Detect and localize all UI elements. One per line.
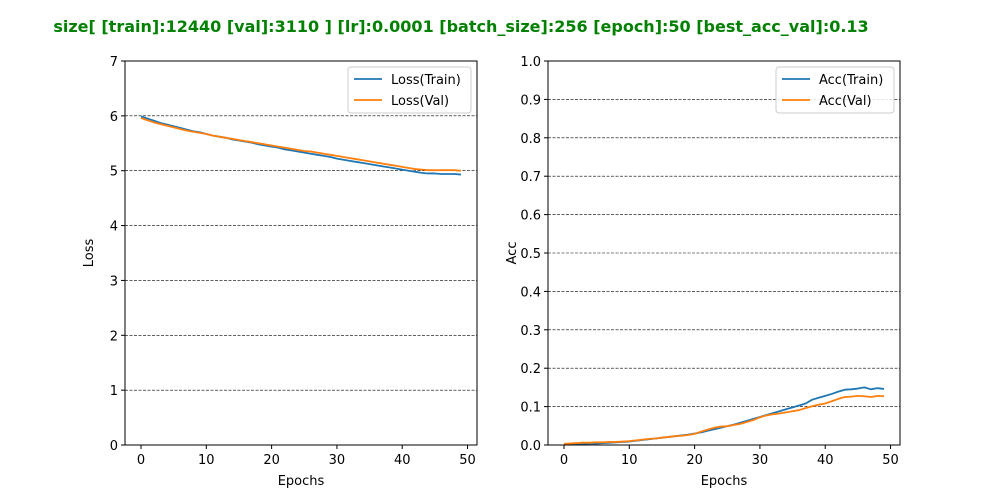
x-tick-label: 10 (621, 453, 638, 468)
y-tick-label: 0.6 (520, 209, 541, 224)
y-tick-label: 2 (110, 329, 118, 344)
legend-label: Acc(Train) (819, 73, 883, 88)
y-tick-label: 3 (110, 274, 118, 289)
legend-label: Loss(Val) (391, 94, 449, 109)
y-axis-label: Loss (82, 239, 97, 268)
axes-frame (547, 60, 901, 446)
legend: Loss(Train) Loss(Val) (347, 66, 472, 114)
y-tick-label: 5 (110, 165, 118, 180)
loss-panel: 0 1 2 3 4 5 6 7 0 10 20 30 40 50 Epochs Loss Loss(Train)… (82, 55, 478, 489)
x-tick-label: 50 (882, 453, 899, 468)
x-tick-label: 0 (137, 453, 145, 468)
y-tick-label: 0.4 (520, 285, 541, 300)
y-tick-label: 0.2 (520, 362, 541, 377)
accuracy-panel: 0.0 0.1 0.2 0.3 0.4 0.5 0.6 0.7 0.8 0.9 1.0 0 10 20 30… (505, 55, 901, 489)
y-tick-label: 0.5 (520, 247, 541, 262)
y-tick-label: 0.9 (520, 93, 541, 108)
x-tick-label: 50 (459, 453, 476, 468)
y-tick-label: 1 (110, 384, 118, 399)
x-axis-label: Epochs (701, 474, 748, 489)
x-tick-label: 40 (394, 453, 411, 468)
x-tick-label: 30 (752, 453, 769, 468)
x-tick-label: 10 (198, 453, 215, 468)
x-tick-label: 30 (329, 453, 346, 468)
y-tick-label: 7 (110, 55, 118, 70)
series-line (563, 394, 885, 445)
y-tick-label: 0.0 (520, 439, 541, 454)
y-tick-label: 6 (110, 110, 118, 125)
x-axis-label: Epochs (278, 474, 325, 489)
legend-label: Acc(Val) (819, 94, 872, 109)
y-tick-label: 4 (110, 220, 118, 235)
y-tick-label: 0 (110, 439, 118, 454)
x-tick-label: 40 (817, 453, 834, 468)
x-tick-label: 0 (560, 453, 568, 468)
y-tick-label: 0.7 (520, 170, 541, 185)
y-tick-label: 0.1 (520, 401, 541, 416)
y-tick-label: 1.0 (520, 55, 541, 70)
legend-label: Loss(Train) (391, 73, 461, 88)
x-tick-label: 20 (686, 453, 703, 468)
x-tick-label: 20 (263, 453, 280, 468)
figure-title: size[ [train]:12440 [val]:3110 ] [lr]:0.… (53, 17, 868, 36)
y-axis-label: Acc (505, 242, 520, 265)
legend: Acc(Train) Acc(Val) (775, 66, 895, 114)
series-line (140, 117, 462, 172)
y-tick-label: 0.8 (520, 132, 541, 147)
axes-frame (124, 60, 478, 446)
y-tick-label: 0.3 (520, 324, 541, 339)
